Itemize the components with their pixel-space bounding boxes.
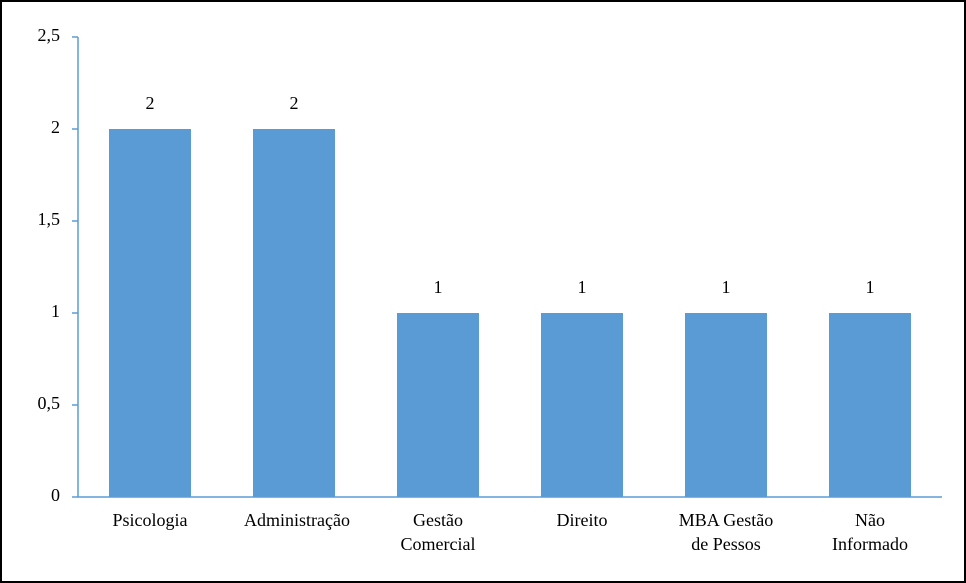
y-tick-label: 1,5 — [38, 209, 61, 229]
y-tick-label: 0 — [51, 485, 60, 505]
x-tick-label: Não Informado — [832, 510, 908, 554]
x-tick-label-box: Psicologia — [78, 508, 222, 532]
bar — [253, 129, 335, 497]
x-tick-label: Direito — [556, 510, 608, 530]
x-tick-label-box: Direito — [510, 508, 654, 532]
x-tick-label: MBA Gestão de Pessos — [678, 510, 774, 554]
y-tick-label: 2 — [51, 117, 60, 137]
data-label: 2 — [290, 93, 299, 113]
x-tick-label: Administração — [244, 510, 350, 530]
bar — [541, 313, 623, 497]
x-tick-label: Psicologia — [112, 510, 188, 530]
data-label: 1 — [722, 277, 731, 297]
x-tick-label-box: Gestão Comercial — [366, 508, 510, 556]
bar — [829, 313, 911, 497]
bar — [685, 313, 767, 497]
y-tick-label: 1 — [51, 301, 60, 321]
x-tick-label-box: Administração — [222, 508, 366, 532]
x-tick-label: Gestão Comercial — [400, 510, 476, 554]
bar — [397, 313, 479, 497]
data-label: 2 — [146, 93, 155, 113]
x-tick-label-box: MBA Gestão de Pessos — [654, 508, 798, 556]
data-label: 1 — [866, 277, 875, 297]
x-tick-label-box: Não Informado — [798, 508, 942, 556]
data-label: 1 — [434, 277, 443, 297]
data-label: 1 — [578, 277, 587, 297]
y-tick-label: 2,5 — [38, 25, 61, 45]
y-tick-label: 0,5 — [38, 393, 61, 413]
bar — [109, 129, 191, 497]
